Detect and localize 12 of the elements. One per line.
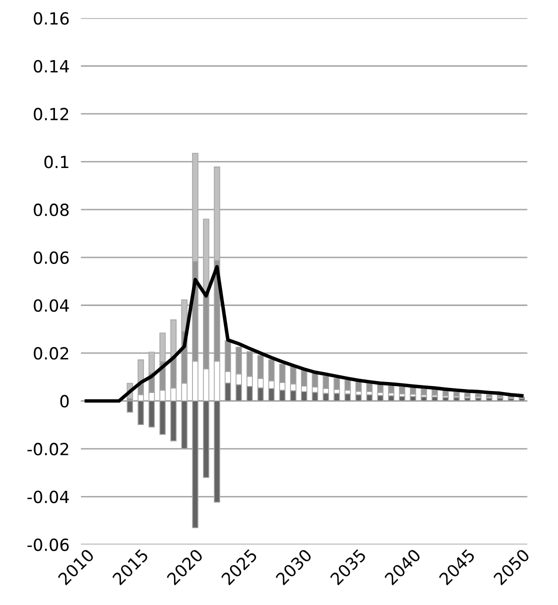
- y-tick-label: 0: [60, 394, 69, 408]
- y-tick-label: -0.04: [27, 490, 69, 504]
- y-tick-label: 0.1: [44, 156, 68, 168]
- y-tick-label: 0.08: [34, 204, 69, 216]
- y-tick-label: 0.14: [34, 60, 69, 73]
- y-tick-label: 0.04: [34, 299, 69, 312]
- y-tick-label: -0.06: [27, 538, 69, 552]
- y-tick-label: -0.02: [27, 442, 68, 456]
- y-tick-label: 0.16: [34, 12, 69, 25]
- y-tick-label: 0.12: [34, 108, 68, 120]
- y-tick-label: 0.02: [34, 347, 68, 360]
- y-tick-label: 0.06: [34, 251, 69, 264]
